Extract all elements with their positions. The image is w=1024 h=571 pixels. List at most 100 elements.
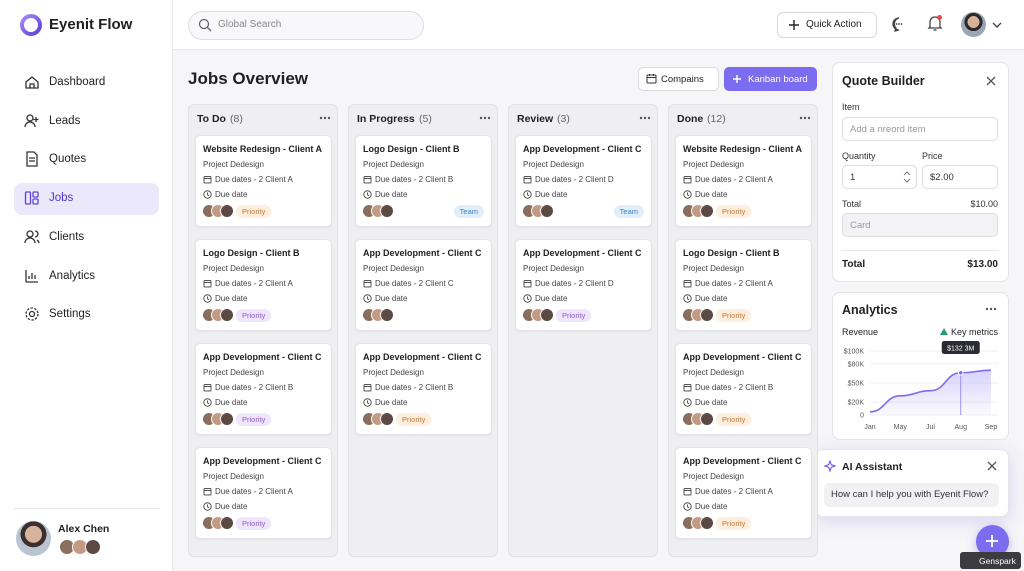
card-due-line: Due dates - 2 Client B bbox=[375, 175, 454, 184]
card-due: Due date bbox=[215, 294, 248, 303]
card-due-line: Due dates - 2 Client B bbox=[695, 383, 774, 392]
clock-icon bbox=[683, 398, 692, 407]
more-icon bbox=[639, 116, 651, 120]
job-card[interactable]: App Development - Client C Project Dedesi… bbox=[515, 239, 652, 331]
icon-part bbox=[203, 502, 212, 511]
icon-part bbox=[643, 116, 647, 120]
nav-item[interactable]: Jobs bbox=[49, 192, 74, 205]
clock-icon bbox=[363, 294, 372, 303]
job-card[interactable]: App Development - Client C Project Dedesi… bbox=[675, 343, 812, 435]
job-card[interactable]: Logo Design - Client B Project Dedesign Du… bbox=[195, 239, 332, 331]
more-icon bbox=[319, 116, 331, 120]
close-icon[interactable] bbox=[987, 461, 997, 471]
job-card[interactable]: App Development - Client C Project Dedesi… bbox=[515, 135, 652, 227]
quantity-input[interactable]: 1 bbox=[842, 165, 917, 189]
job-card[interactable]: App Development - Client C Project Dedesi… bbox=[195, 447, 332, 539]
card-due: Due date bbox=[695, 502, 728, 511]
calendar-icon bbox=[363, 384, 372, 392]
card-due: Due date bbox=[215, 190, 248, 199]
job-card[interactable]: App Development - Client C Project Dedesi… bbox=[355, 343, 492, 435]
card-due: Due date bbox=[375, 294, 408, 303]
nav-item[interactable]: Leads bbox=[49, 114, 81, 127]
icon-part bbox=[26, 151, 38, 168]
job-card[interactable]: App Development - Client C Project Dedesi… bbox=[195, 343, 332, 435]
icon-part bbox=[789, 20, 799, 30]
card-tag: Priority bbox=[716, 205, 752, 218]
icon-part bbox=[683, 280, 692, 288]
nav-item[interactable]: Clients bbox=[49, 230, 85, 243]
kanban-column: In Progress (5) Logo Design - Client B Proj… bbox=[348, 104, 498, 557]
icon-part bbox=[989, 307, 993, 311]
card-title: Website Redesign - Client A bbox=[203, 144, 323, 154]
icon-part bbox=[523, 176, 532, 184]
watermark bbox=[960, 552, 1021, 569]
card-due-line: Due dates - 2 Client A bbox=[215, 279, 293, 288]
icon-part bbox=[986, 76, 996, 86]
icon-part bbox=[203, 280, 212, 288]
chat-icon[interactable] bbox=[891, 16, 907, 32]
team-avatar bbox=[85, 539, 101, 555]
icon-part bbox=[824, 460, 837, 473]
icon-part bbox=[986, 535, 998, 547]
user-avatar bbox=[16, 521, 51, 556]
nav-item[interactable]: Settings bbox=[49, 308, 91, 321]
ai-prompt[interactable]: How can I help you with Eyenit Flow? bbox=[824, 483, 999, 507]
nav-item[interactable]: Quotes bbox=[49, 153, 87, 166]
icon-part bbox=[24, 116, 39, 127]
icon-part bbox=[647, 74, 656, 78]
icon-part bbox=[527, 296, 530, 301]
icon-part bbox=[32, 198, 39, 205]
brand-logo bbox=[20, 14, 42, 36]
calendar-icon bbox=[203, 280, 212, 288]
card-avatar bbox=[220, 204, 234, 218]
icon-part bbox=[207, 192, 210, 197]
icon-part bbox=[683, 190, 692, 199]
item-input[interactable]: Add a nreord item bbox=[842, 117, 998, 141]
card-tag: Priority bbox=[236, 205, 272, 218]
card-subtitle: Project Dedesign bbox=[203, 264, 264, 273]
quick-action-label: Quick Action bbox=[806, 19, 862, 30]
card-avatar bbox=[220, 308, 234, 322]
subtotal-value: $10.00 bbox=[970, 199, 998, 209]
stepper-icon[interactable] bbox=[903, 170, 911, 184]
job-card[interactable]: App Development - Client C Project Dedesi… bbox=[355, 239, 492, 331]
clock-icon bbox=[203, 190, 212, 199]
card-title: Logo Design - Client B bbox=[363, 144, 460, 154]
card-subtitle: Project Dedesign bbox=[523, 264, 584, 273]
job-card[interactable]: App Development - Client C Project Dedesi… bbox=[675, 447, 812, 539]
icon-part bbox=[807, 116, 811, 120]
job-card[interactable]: Website Redesign - Client A Project Dedes… bbox=[195, 135, 332, 227]
clock-icon bbox=[523, 190, 532, 199]
bell-icon[interactable] bbox=[926, 14, 944, 32]
card-input[interactable]: Card bbox=[842, 213, 998, 237]
job-card[interactable]: Website Redesign - Client A Project Dedes… bbox=[675, 135, 812, 227]
icon-part bbox=[198, 18, 210, 30]
card-avatar bbox=[220, 516, 234, 530]
card-due: Due date bbox=[695, 398, 728, 407]
column-title: Done bbox=[677, 113, 704, 125]
nav-item[interactable]: Dashboard bbox=[49, 76, 106, 88]
job-card[interactable]: Logo Design - Client B Project Dedesign Du… bbox=[675, 239, 812, 331]
nav-icon bbox=[25, 307, 39, 321]
price-input[interactable]: $2.00 bbox=[922, 165, 998, 189]
nav-item[interactable]: Analytics bbox=[49, 269, 96, 282]
card-due: Due date bbox=[215, 398, 248, 407]
nav-icon bbox=[26, 151, 38, 168]
icon-part bbox=[683, 294, 692, 303]
card-due-line: Due dates - 2 Client C bbox=[375, 279, 454, 288]
caret-icon[interactable] bbox=[992, 21, 1002, 29]
icon-part bbox=[733, 75, 741, 83]
card-title: App Development - Client C bbox=[203, 456, 322, 466]
account-avatar[interactable] bbox=[961, 12, 986, 37]
icon-part bbox=[895, 23, 898, 25]
icon-part bbox=[483, 116, 487, 120]
card-subtitle: Project Dedesign bbox=[203, 160, 264, 169]
nav-icon bbox=[25, 76, 39, 89]
icon-part bbox=[203, 384, 212, 392]
job-card[interactable]: Logo Design - Client B Project Dedesign Du… bbox=[355, 135, 492, 227]
quote-title: Quote Builder bbox=[842, 74, 925, 88]
card-avatar bbox=[700, 412, 714, 426]
search-box[interactable] bbox=[188, 11, 424, 40]
campaigns-button[interactable] bbox=[638, 67, 719, 91]
close-icon[interactable] bbox=[986, 76, 996, 86]
